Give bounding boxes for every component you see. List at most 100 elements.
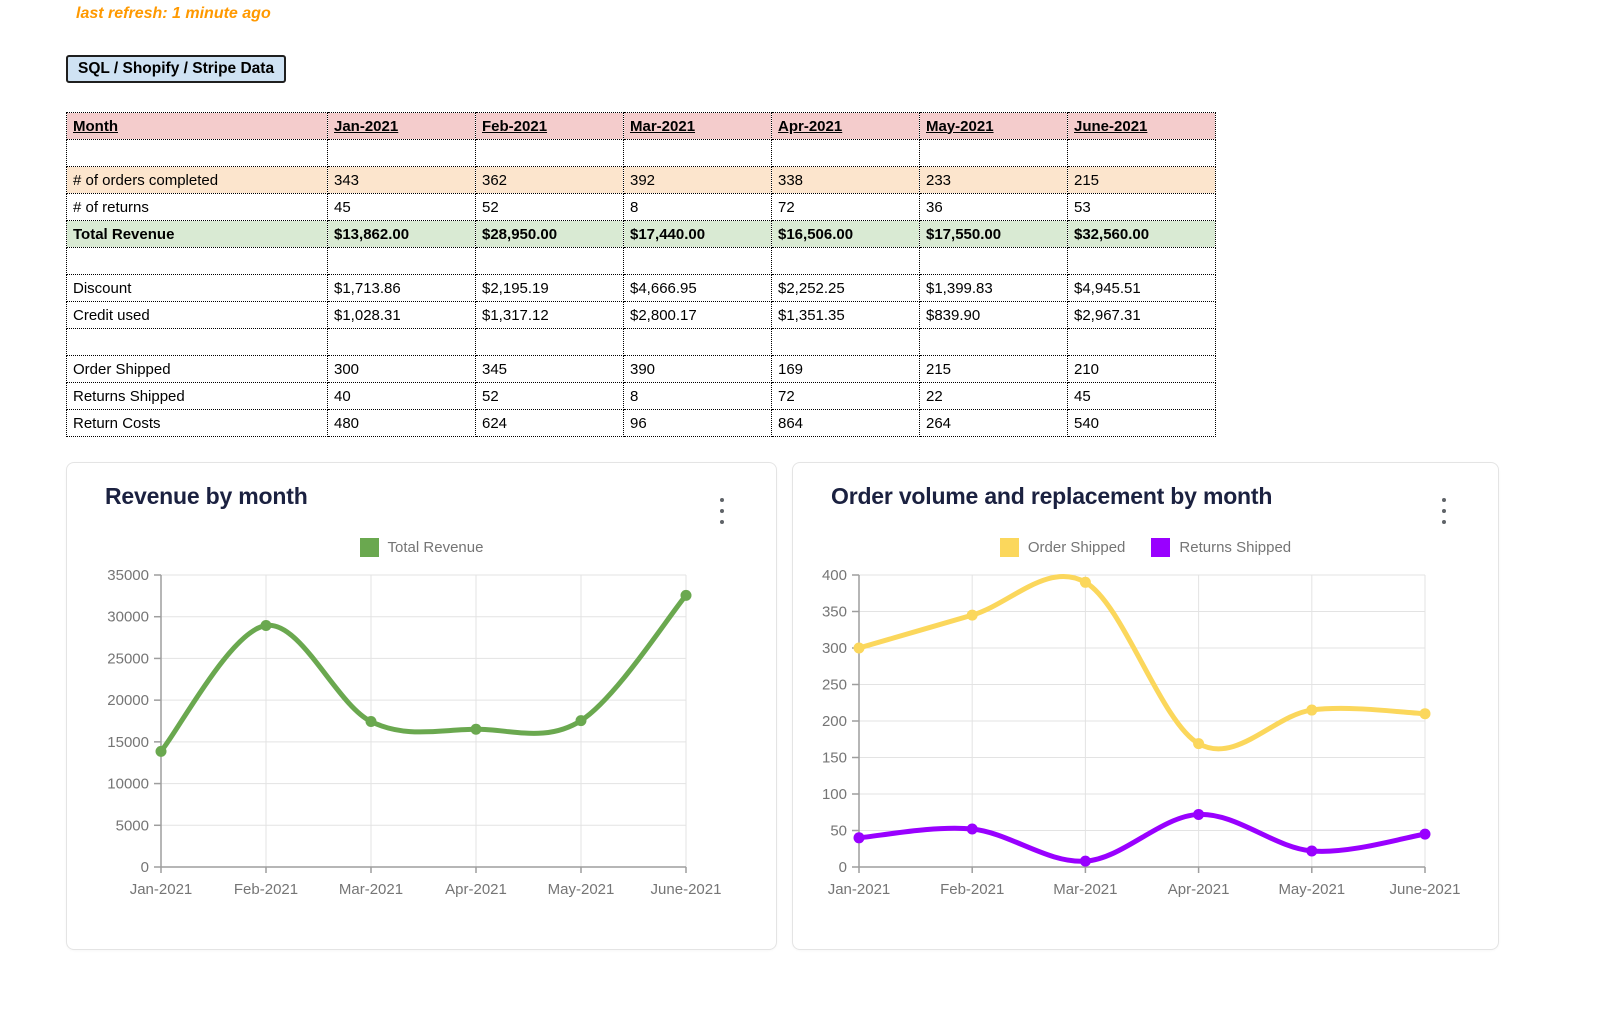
table-row-label: Returns Shipped (66, 382, 328, 410)
order-volume-chart-card: 0 50 100 150 200 250 300 350 400 Jan-2021 Feb-2021… (792, 462, 1499, 950)
y-tick-label: 0 (141, 859, 149, 876)
table-cell: $4,945.51 (1067, 274, 1216, 302)
table-cell (771, 247, 920, 275)
chart-menu-kebab-icon[interactable] (1440, 496, 1448, 526)
data-point-marker[interactable] (1306, 845, 1318, 857)
table-header-cell: May-2021 (919, 112, 1068, 140)
table-cell: $1,317.12 (475, 301, 624, 329)
table-row: # of orders completed 343 362 392 338 233 215 (66, 166, 1216, 194)
data-point-marker[interactable] (853, 642, 865, 654)
table-cell: 233 (919, 166, 1068, 194)
legend-item[interactable]: Total Revenue (359, 538, 484, 557)
data-point-marker[interactable] (470, 723, 482, 735)
table-cell (623, 139, 772, 167)
table-cell: $32,560.00 (1067, 220, 1216, 248)
table-row: Total Revenue $13,862.00 $28,950.00 $17,440… (66, 220, 1216, 248)
data-point-marker[interactable] (155, 745, 167, 757)
data-point-marker[interactable] (1419, 708, 1431, 720)
table-row-label: Return Costs (66, 409, 328, 437)
table-cell: $17,440.00 (623, 220, 772, 248)
legend-item[interactable]: Order Shipped (999, 538, 1126, 557)
data-point-marker[interactable] (1079, 855, 1091, 867)
order-volume-line-chart: 0 50 100 150 200 250 300 350 400 Jan-2021 Feb-2021… (822, 567, 1460, 898)
table-cell: 624 (475, 409, 624, 437)
table-cell: $1,713.86 (327, 274, 476, 302)
table-cell: $4,666.95 (623, 274, 772, 302)
table-cell: 338 (771, 166, 920, 194)
table-cell: 96 (623, 409, 772, 437)
table-cell: $17,550.00 (919, 220, 1068, 248)
data-point-marker[interactable] (575, 715, 587, 727)
table-row-label: # of orders completed (66, 166, 328, 194)
x-tick-label: May-2021 (548, 881, 615, 898)
y-tick-label: 100 (822, 786, 847, 803)
table-cell (66, 328, 328, 356)
table-cell: 215 (1067, 166, 1216, 194)
legend-label: Order Shipped (1027, 539, 1126, 556)
table-header-cell: Jan-2021 (327, 112, 476, 140)
table-cell (919, 139, 1068, 167)
data-point-marker[interactable] (966, 823, 978, 835)
x-tick-label: Feb-2021 (940, 881, 1004, 898)
y-tick-label: 300 (822, 640, 847, 657)
table-cell: 52 (475, 382, 624, 410)
table-cell (919, 247, 1068, 275)
table-row: # of returns 45 52 8 72 36 53 (66, 193, 1216, 221)
revenue-line-chart: 0 5000 10000 15000 20000 25000 30000 35000 Jan-2… (107, 567, 721, 898)
x-tick-label: Jan-2021 (130, 881, 193, 898)
data-point-marker[interactable] (1193, 738, 1205, 750)
legend-swatch-icon (359, 538, 379, 557)
table-cell: 390 (623, 355, 772, 383)
table-cell: $2,195.19 (475, 274, 624, 302)
table-row: Return Costs 480 624 96 864 264 540 (66, 409, 1216, 437)
x-tick-label: Apr-2021 (445, 881, 507, 898)
data-point-marker[interactable] (260, 619, 272, 631)
data-point-marker[interactable] (1306, 704, 1318, 716)
legend-label: Total Revenue (387, 539, 484, 556)
table-cell: 864 (771, 409, 920, 437)
x-tick-label: Jan-2021 (828, 881, 891, 898)
chart-menu-kebab-icon[interactable] (718, 496, 726, 526)
table-cell: 45 (327, 193, 476, 221)
legend-item[interactable]: Returns Shipped (1151, 538, 1291, 557)
data-point-marker[interactable] (853, 832, 865, 844)
table-cell: 8 (623, 193, 772, 221)
revenue-chart-card: 0 5000 10000 15000 20000 25000 30000 35000 Jan-2… (66, 462, 777, 950)
table-cell: 8 (623, 382, 772, 410)
table-cell: 72 (771, 193, 920, 221)
table-cell (475, 247, 624, 275)
y-tick-label: 0 (839, 859, 847, 876)
table-cell: 52 (475, 193, 624, 221)
table-spacer-row (66, 139, 1216, 167)
data-point-marker[interactable] (1079, 576, 1091, 588)
table-cell: $28,950.00 (475, 220, 624, 248)
table-header-cell: June-2021 (1067, 112, 1216, 140)
y-tick-label: 35000 (107, 567, 149, 584)
data-source-button[interactable]: SQL / Shopify / Stripe Data (66, 55, 287, 83)
table-cell: $1,351.35 (771, 301, 920, 329)
table-row-label: Credit used (66, 301, 328, 329)
data-point-marker[interactable] (365, 716, 377, 728)
table-cell (771, 139, 920, 167)
metrics-table: Month Jan-2021 Feb-2021 Mar-2021 Apr-2021 May… (66, 112, 1216, 437)
table-cell: 362 (475, 166, 624, 194)
table-spacer-row (66, 247, 1216, 275)
data-point-marker[interactable] (1419, 828, 1431, 840)
table-cell (327, 328, 476, 356)
table-spacer-row (66, 328, 1216, 356)
data-point-marker[interactable] (966, 609, 978, 621)
table-cell: $839.90 (919, 301, 1068, 329)
y-tick-label: 25000 (107, 650, 149, 667)
y-tick-label: 20000 (107, 692, 149, 709)
chart-title: Order volume and replacement by month (831, 483, 1273, 509)
table-cell: $2,252.25 (771, 274, 920, 302)
table-cell: $1,399.83 (919, 274, 1068, 302)
data-point-marker[interactable] (1193, 808, 1205, 820)
table-row: Credit used $1,028.31 $1,317.12 $2,800.17 $1… (66, 301, 1216, 329)
table-cell: 215 (919, 355, 1068, 383)
table-row-label: Discount (66, 274, 328, 302)
table-cell: 300 (327, 355, 476, 383)
data-point-marker[interactable] (680, 589, 692, 601)
table-cell (327, 139, 476, 167)
